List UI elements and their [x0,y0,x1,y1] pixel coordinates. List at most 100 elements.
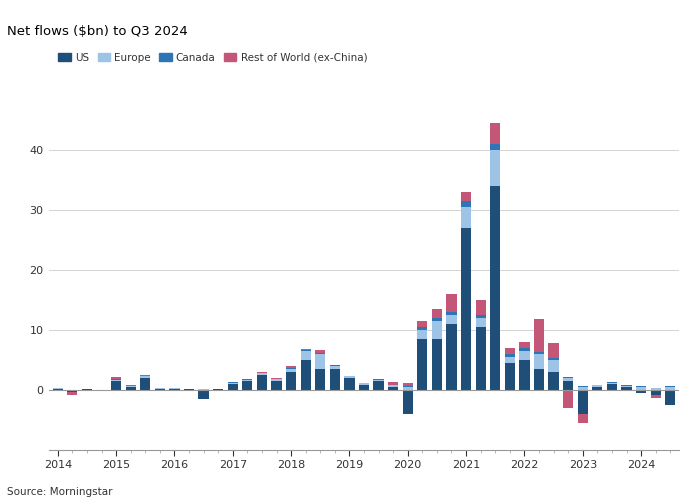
Bar [578,387,588,390]
Bar [52,388,63,389]
Bar [461,192,471,201]
Bar [592,385,603,387]
Bar [169,389,179,390]
Bar [490,144,500,150]
Bar [402,390,413,414]
Bar [447,324,456,390]
Bar [607,384,617,390]
Bar [315,369,326,390]
Bar [286,369,296,372]
Bar [505,348,515,354]
Bar [665,390,676,405]
Bar [650,395,661,398]
Bar [534,352,544,354]
Bar [636,390,646,393]
Bar [447,312,456,315]
Bar [228,383,238,384]
Bar [344,378,354,390]
Bar [475,327,486,390]
Bar [432,318,442,321]
Bar [505,357,515,363]
Bar [432,339,442,390]
Bar [111,380,121,381]
Bar [315,350,326,353]
Bar [650,390,661,395]
Bar [636,387,646,390]
Bar [67,390,78,392]
Bar [622,387,631,390]
Bar [650,388,661,390]
Bar [359,384,369,385]
Bar [111,379,121,380]
Bar [125,387,136,390]
Bar [286,366,296,368]
Bar [622,386,631,387]
Bar [257,373,267,375]
Bar [505,363,515,390]
Text: Net flows ($bn) to Q3 2024: Net flows ($bn) to Q3 2024 [7,25,188,38]
Bar [607,382,617,383]
Bar [563,390,573,408]
Bar [286,368,296,369]
Bar [519,348,529,351]
Bar [563,381,573,390]
Bar [111,381,121,390]
Bar [461,228,471,390]
Bar [475,300,486,315]
Bar [374,379,384,380]
Bar [563,377,573,378]
Bar [242,381,253,390]
Bar [52,389,63,390]
Bar [417,339,428,390]
Bar [359,385,369,390]
Bar [315,353,326,354]
Bar [344,376,354,378]
Bar [622,385,631,386]
Bar [272,379,281,381]
Bar [490,186,500,390]
Bar [432,321,442,339]
Bar [272,378,281,379]
Bar [257,372,267,373]
Bar [534,369,544,390]
Bar [475,315,486,318]
Bar [534,319,544,352]
Bar [534,354,544,369]
Bar [607,383,617,384]
Bar [300,360,311,390]
Bar [665,387,676,390]
Bar [286,372,296,390]
Bar [242,380,253,381]
Bar [549,372,559,390]
Bar [228,382,238,383]
Bar [578,386,588,387]
Bar [402,386,413,387]
Bar [549,343,559,358]
Bar [388,385,398,387]
Bar [665,386,676,387]
Bar [388,382,398,385]
Bar [330,369,340,390]
Bar [461,201,471,207]
Bar [359,383,369,384]
Bar [549,358,559,360]
Bar [184,389,194,390]
Text: Source: Morningstar: Source: Morningstar [7,487,113,497]
Bar [300,351,311,360]
Bar [242,378,253,379]
Bar [505,354,515,357]
Bar [519,360,529,390]
Bar [592,387,603,390]
Bar [388,387,398,390]
Bar [490,150,500,186]
Bar [578,390,588,414]
Bar [257,375,267,390]
Bar [402,387,413,390]
Bar [140,376,150,378]
Bar [374,381,384,390]
Bar [125,385,136,386]
Bar [490,123,500,144]
Bar [636,386,646,387]
Bar [213,389,223,390]
Bar [140,375,150,376]
